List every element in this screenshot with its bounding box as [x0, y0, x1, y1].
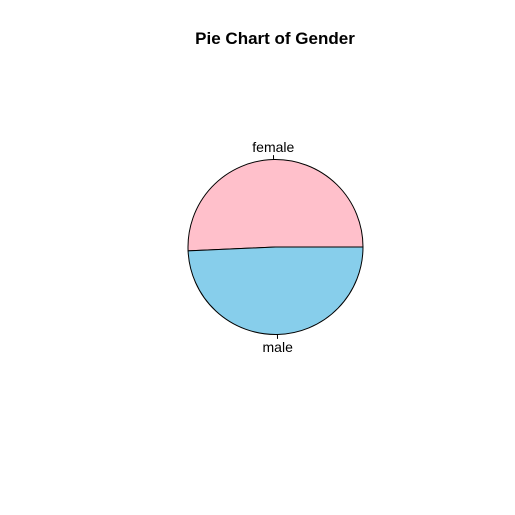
slice-label-female: female: [252, 139, 294, 155]
pie-slice-male: [187, 246, 364, 335]
chart-title: Pie Chart of Gender: [195, 29, 355, 48]
pie-slices: [187, 159, 364, 335]
slice-leader-lines: [272, 155, 279, 339]
pie-slice-female: [187, 159, 364, 252]
slice-labels: female male: [252, 139, 294, 355]
slice-label-male: male: [263, 339, 294, 355]
